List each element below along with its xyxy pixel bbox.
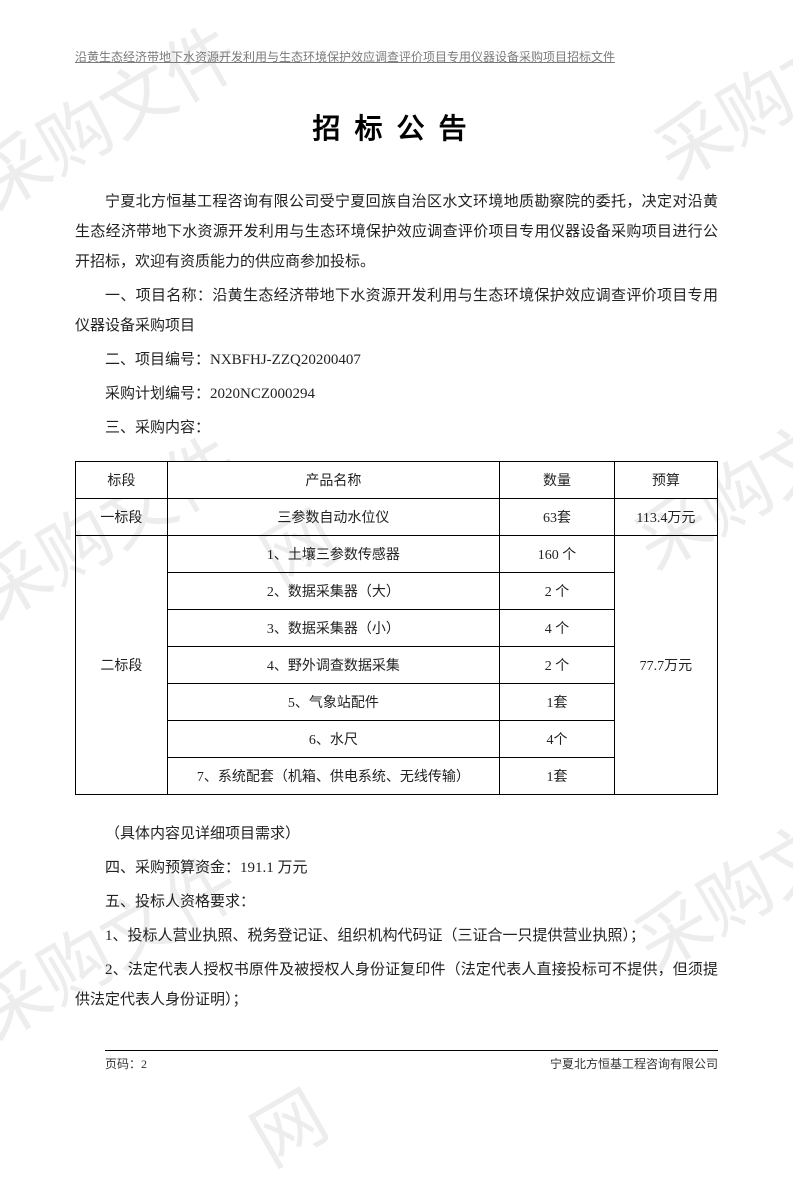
section-5: 五、投标人资格要求： — [75, 887, 718, 917]
cell-section1-budget: 113.4万元 — [614, 499, 717, 536]
cell-section1-qty: 63套 — [500, 499, 615, 536]
cell-qty: 2 个 — [500, 647, 615, 684]
requirement-2: 2、法定代表人授权书原件及被授权人身份证复印件（法定代表人直接投标可不提供，但须… — [75, 955, 718, 1015]
cell-section2-budget: 77.7万元 — [614, 536, 717, 795]
intro-paragraph: 宁夏北方恒基工程咨询有限公司受宁夏回族自治区水文环境地质勘察院的委托，决定对沿黄… — [75, 187, 718, 277]
procurement-table: 标段 产品名称 数量 预算 一标段 三参数自动水位仪 63套 113.4万元 二… — [75, 461, 718, 795]
cell-qty: 4个 — [500, 721, 615, 758]
document-content: 沿黄生态经济带地下水资源开发利用与生态环境保护效应调查评价项目专用仪器设备采购项… — [0, 0, 793, 1059]
col-header-product: 产品名称 — [167, 462, 499, 499]
table-row: 一标段 三参数自动水位仪 63套 113.4万元 — [76, 499, 718, 536]
cell-product: 3、数据采集器（小） — [167, 610, 499, 647]
cell-qty: 1套 — [500, 758, 615, 795]
cell-qty: 2 个 — [500, 573, 615, 610]
table-header-row: 标段 产品名称 数量 预算 — [76, 462, 718, 499]
cell-qty: 1套 — [500, 684, 615, 721]
cell-qty: 160 个 — [500, 536, 615, 573]
cell-qty: 4 个 — [500, 610, 615, 647]
cell-section2-label: 二标段 — [76, 536, 168, 795]
main-title: 招标公告 — [75, 107, 718, 147]
cell-product: 4、野外调查数据采集 — [167, 647, 499, 684]
section-2: 二、项目编号：NXBFHJ-ZZQ20200407 — [75, 345, 718, 375]
plan-number: 采购计划编号：2020NCZ000294 — [75, 379, 718, 409]
cell-product: 6、水尺 — [167, 721, 499, 758]
col-header-qty: 数量 — [500, 462, 615, 499]
cell-product: 7、系统配套（机箱、供电系统、无线传输） — [167, 758, 499, 795]
cell-section1-product: 三参数自动水位仪 — [167, 499, 499, 536]
note-line: （具体内容见详细项目需求） — [75, 819, 718, 849]
col-header-section: 标段 — [76, 462, 168, 499]
col-header-budget: 预算 — [614, 462, 717, 499]
watermark: 网 — [229, 1059, 344, 1186]
section-4: 四、采购预算资金：191.1 万元 — [75, 853, 718, 883]
header-title-line: 沿黄生态经济带地下水资源开发利用与生态环境保护效应调查评价项目专用仪器设备采购项… — [75, 48, 718, 65]
cell-product: 2、数据采集器（大） — [167, 573, 499, 610]
cell-section1-label: 一标段 — [76, 499, 168, 536]
requirement-1: 1、投标人营业执照、税务登记证、组织机构代码证（三证合一只提供营业执照）； — [75, 921, 718, 951]
table-row: 二标段 1、土壤三参数传感器 160 个 77.7万元 — [76, 536, 718, 573]
section-1: 一、项目名称：沿黄生态经济带地下水资源开发利用与生态环境保护效应调查评价项目专用… — [75, 281, 718, 341]
cell-product: 5、气象站配件 — [167, 684, 499, 721]
section-3: 三、采购内容： — [75, 413, 718, 443]
cell-product: 1、土壤三参数传感器 — [167, 536, 499, 573]
